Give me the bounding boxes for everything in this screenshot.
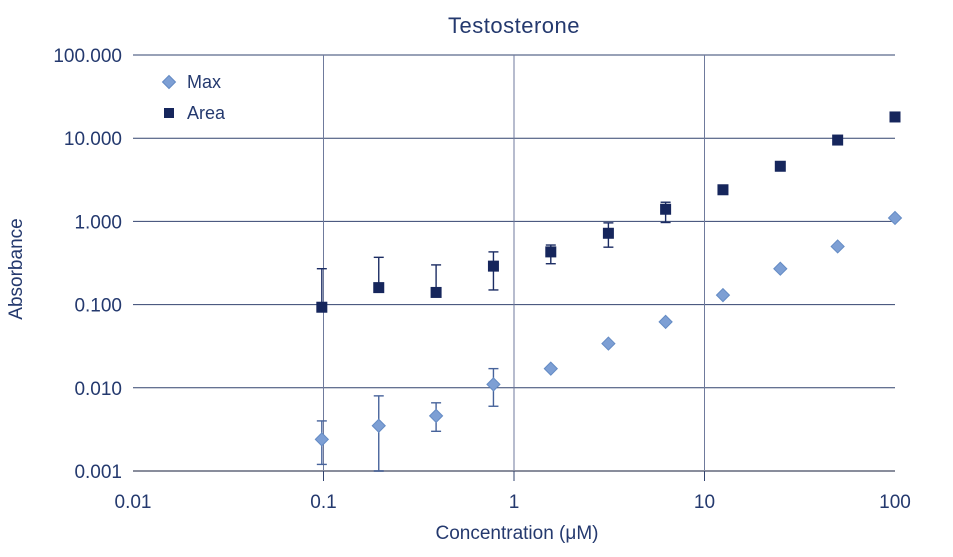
data-point-area (316, 301, 328, 313)
legend-label: Max (187, 72, 221, 92)
data-point-area (545, 246, 557, 258)
data-point-area (487, 260, 499, 272)
legend-marker-square (164, 108, 174, 118)
x-tick-label: 10 (694, 492, 715, 513)
x-tick-label: 1 (509, 492, 520, 513)
data-point-area (717, 184, 729, 196)
y-axis-label: Absorbance (6, 218, 27, 319)
axis-ticks-and-labels: 100.000 10.000 1.000 0.100 0.010 0.001 0.01 0.1… (53, 46, 911, 513)
data-point-max (601, 336, 616, 351)
data-point-max (715, 287, 731, 303)
y-tick-label: 0.100 (74, 296, 122, 317)
y-tick-label: 1.000 (74, 212, 122, 233)
legend-label: Area (187, 103, 226, 123)
data-point-area (660, 203, 672, 215)
x-tick-label: 0.1 (310, 492, 336, 513)
data-point-area (889, 111, 901, 123)
data-points-layer (314, 111, 903, 472)
x-tick-label: 100 (879, 492, 911, 513)
data-point-max (658, 314, 673, 330)
chart-title: Testosterone (448, 13, 580, 38)
data-point-max (830, 239, 845, 254)
data-point-area (602, 227, 614, 239)
legend: Max Area (161, 72, 226, 123)
legend-item-area: Area (164, 103, 226, 123)
data-point-area (430, 286, 442, 298)
data-point-max (486, 377, 501, 392)
data-point-area (373, 282, 385, 294)
data-point-max (543, 361, 558, 376)
data-point-area (832, 134, 844, 146)
data-point-max (887, 210, 903, 226)
y-tick-label: 100.000 (53, 46, 122, 67)
y-tick-label: 0.010 (74, 379, 122, 400)
legend-item-max: Max (161, 72, 221, 92)
y-tick-label: 0.001 (74, 462, 122, 483)
x-tick-label: 0.01 (115, 492, 152, 513)
x-axis-label: Concentration (μM) (435, 523, 598, 544)
data-point-max (371, 418, 386, 433)
y-tick-label: 10.000 (64, 129, 122, 150)
data-point-max (428, 408, 444, 424)
data-point-area (774, 160, 786, 172)
data-point-max (314, 432, 330, 447)
legend-marker-diamond (161, 74, 177, 90)
data-point-max (773, 261, 788, 276)
